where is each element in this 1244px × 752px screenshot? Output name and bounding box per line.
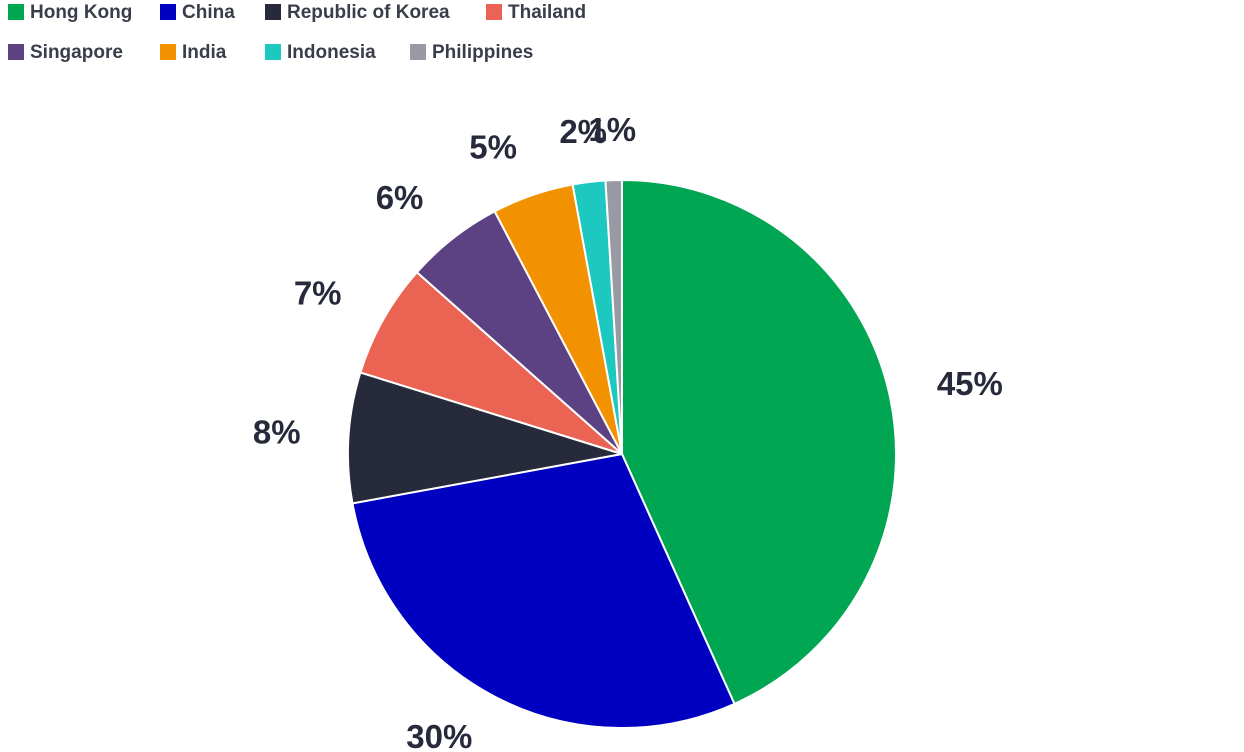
- legend-swatch: [486, 4, 502, 20]
- legend-swatch: [410, 44, 426, 60]
- legend-swatch: [265, 4, 281, 20]
- value-label: 8%: [253, 413, 301, 450]
- value-label: 7%: [294, 275, 342, 312]
- pie-slice: [621, 178, 897, 706]
- pie-slice: [604, 178, 623, 455]
- value-label: 2%: [559, 113, 607, 150]
- legend-label: Republic of Korea: [287, 2, 450, 23]
- value-label: 30%: [406, 718, 472, 752]
- legend-label: Thailand: [508, 2, 586, 23]
- value-label: 5%: [469, 128, 517, 165]
- value-label: 45%: [937, 365, 1003, 402]
- pie-slice: [351, 452, 736, 729]
- legend-swatch: [8, 4, 24, 20]
- pie-slice: [359, 270, 623, 455]
- legend-label: Hong Kong: [30, 2, 132, 23]
- value-label: 6%: [376, 179, 424, 216]
- legend-label: Philippines: [432, 42, 533, 63]
- legend-label: Singapore: [30, 42, 123, 63]
- legend-label: Indonesia: [287, 42, 376, 63]
- legend-swatch: [160, 4, 176, 20]
- value-label: 1%: [588, 111, 636, 148]
- legend-swatch: [265, 44, 281, 60]
- legend-swatch: [160, 44, 176, 60]
- legend-label: India: [182, 42, 227, 63]
- legend-swatch: [8, 44, 24, 60]
- pie-slice: [347, 371, 623, 505]
- legend-label: China: [182, 2, 235, 23]
